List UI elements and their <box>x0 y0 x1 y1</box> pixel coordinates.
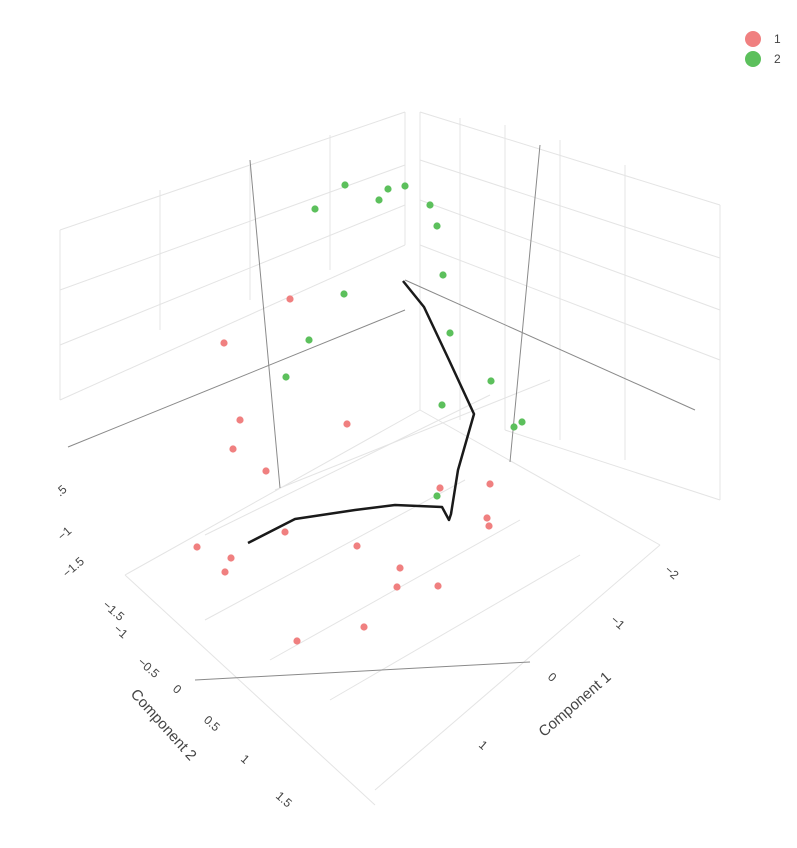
grid-line <box>59 204 406 346</box>
tick-labels: −2−101−1.5−1−0.500.511.5.5−1−1.5 <box>53 482 682 811</box>
point-series-2 <box>375 196 383 204</box>
point-series-2 <box>341 181 349 189</box>
z-tick-label: −1.5 <box>60 554 87 580</box>
point-series-1 <box>393 583 401 591</box>
scatter-points <box>193 181 526 645</box>
legend-marker-1 <box>745 31 761 47</box>
grid-line <box>59 244 406 401</box>
point-series-1 <box>396 564 404 572</box>
y-tick-label: −0.5 <box>135 655 162 681</box>
legend-label-2: 2 <box>774 52 781 66</box>
y-tick-label: −1.5 <box>100 598 127 624</box>
point-series-2 <box>433 492 441 500</box>
grid-line <box>504 429 721 501</box>
point-series-1 <box>262 467 270 475</box>
y-tick-label: −1 <box>111 622 131 642</box>
legend-item-2[interactable]: 2 <box>745 51 781 67</box>
point-series-2 <box>282 373 290 381</box>
point-series-2 <box>426 201 434 209</box>
point-series-2 <box>439 271 447 279</box>
axis-line <box>194 661 531 681</box>
point-series-2 <box>518 418 526 426</box>
grid-line <box>419 159 721 259</box>
grid-line <box>59 164 406 291</box>
grid-line <box>419 111 721 206</box>
point-series-1 <box>236 416 244 424</box>
y-tick-label: 1 <box>238 752 252 767</box>
grid-line <box>374 544 661 791</box>
grid-line <box>329 554 581 701</box>
z-tick-label: .5 <box>53 482 70 499</box>
y-tick-label: 1.5 <box>273 789 295 811</box>
point-series-1 <box>193 543 201 551</box>
x-tick-label: −1 <box>608 613 628 633</box>
axis-lines <box>67 144 696 681</box>
point-series-1 <box>353 542 361 550</box>
z-tick-label: −1 <box>55 524 75 544</box>
point-series-1 <box>483 514 491 522</box>
legend-marker-2 <box>745 51 761 67</box>
point-series-1 <box>343 420 351 428</box>
point-series-1 <box>486 480 494 488</box>
point-series-2 <box>384 185 392 193</box>
point-series-1 <box>229 445 237 453</box>
axis-grid <box>59 111 721 806</box>
axis-line <box>404 279 696 411</box>
grid-line <box>124 409 421 576</box>
trajectory-line <box>247 280 476 545</box>
point-series-1 <box>434 582 442 590</box>
axis-line <box>67 309 406 448</box>
point-series-1 <box>221 568 229 576</box>
y-tick-label: 0.5 <box>201 713 223 735</box>
axis-line <box>509 144 541 463</box>
grid-line <box>419 244 721 361</box>
grid-line <box>419 409 661 546</box>
legend-label-1: 1 <box>774 32 781 46</box>
point-series-1 <box>485 522 493 530</box>
x-tick-label: 1 <box>476 738 490 753</box>
point-series-1 <box>436 484 444 492</box>
grid-line <box>274 379 551 491</box>
grid-line <box>124 574 376 806</box>
point-series-2 <box>305 336 313 344</box>
point-series-2 <box>433 222 441 230</box>
y-axis-title: Component 2 <box>127 686 200 764</box>
x-tick-label: −2 <box>662 563 682 583</box>
point-series-1 <box>286 295 294 303</box>
point-series-1 <box>220 339 228 347</box>
grid-line <box>419 199 721 311</box>
point-series-1 <box>281 528 289 536</box>
point-series-2 <box>446 329 454 337</box>
trajectory-layer <box>247 280 476 545</box>
point-series-2 <box>438 401 446 409</box>
y-tick-label: 0 <box>170 682 184 697</box>
point-series-2 <box>311 205 319 213</box>
point-series-2 <box>340 290 348 298</box>
legend[interactable]: 1 2 <box>745 31 781 67</box>
axis-line <box>249 159 281 489</box>
grid-line <box>204 479 466 621</box>
point-series-1 <box>293 637 301 645</box>
x-tick-label: 0 <box>545 670 559 685</box>
point-series-1 <box>227 554 235 562</box>
point-series-2 <box>401 182 409 190</box>
grid-line <box>269 519 521 661</box>
point-series-1 <box>360 623 368 631</box>
point-series-2 <box>487 377 495 385</box>
point-series-2 <box>510 423 518 431</box>
legend-item-1[interactable]: 1 <box>745 31 781 47</box>
grid-line <box>204 394 491 536</box>
grid-line <box>59 111 406 231</box>
